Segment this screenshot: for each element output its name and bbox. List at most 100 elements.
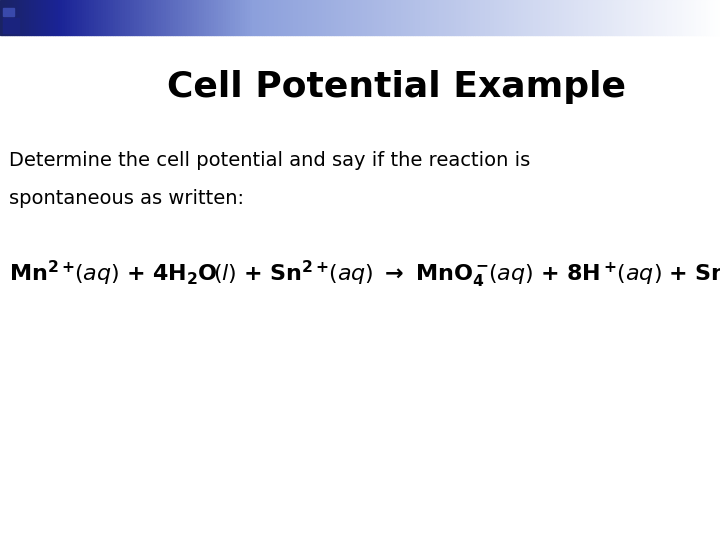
Bar [418, 0, 420, 35]
Bar [153, 0, 156, 35]
Bar [355, 0, 358, 35]
Bar [430, 0, 432, 35]
Bar [7, 0, 9, 35]
Bar [504, 0, 506, 35]
Bar [689, 0, 691, 35]
Bar [662, 0, 665, 35]
Bar [598, 0, 600, 35]
Bar [144, 0, 146, 35]
Bar [12, 0, 14, 35]
Bar [202, 0, 204, 35]
Bar [45, 0, 48, 35]
Bar [434, 0, 437, 35]
Bar [533, 0, 535, 35]
Bar [55, 0, 58, 35]
Bar [281, 0, 283, 35]
Bar [17, 0, 19, 35]
Bar [182, 0, 185, 35]
Bar [682, 0, 684, 35]
Bar [96, 0, 99, 35]
Bar [266, 0, 269, 35]
Bar [389, 0, 391, 35]
Bar [5, 0, 7, 35]
Bar [257, 0, 259, 35]
Bar [459, 0, 461, 35]
Bar [588, 0, 590, 35]
Bar [216, 0, 218, 35]
Bar [322, 0, 324, 35]
Bar [269, 0, 271, 35]
Bar [168, 0, 171, 35]
Bar [624, 0, 626, 35]
Bar [487, 0, 490, 35]
Bar [711, 0, 713, 35]
Bar [516, 0, 518, 35]
Bar [567, 0, 569, 35]
Bar [648, 0, 650, 35]
Bar [245, 0, 247, 35]
Bar [576, 0, 578, 35]
Bar [571, 0, 574, 35]
Bar [557, 0, 559, 35]
Bar [72, 0, 74, 35]
Bar [127, 0, 130, 35]
Bar [43, 0, 45, 35]
Bar [420, 0, 423, 35]
Bar [74, 0, 77, 35]
Bar [252, 0, 254, 35]
Bar [115, 0, 117, 35]
Bar [492, 0, 495, 35]
Bar [158, 0, 161, 35]
Bar [86, 0, 89, 35]
Bar [3, 18, 19, 33]
Bar [595, 0, 598, 35]
Text: spontaneous as written:: spontaneous as written: [9, 189, 243, 208]
Bar [297, 0, 300, 35]
Bar [336, 0, 338, 35]
Text: Determine the cell potential and say if the reaction is: Determine the cell potential and say if … [9, 151, 530, 170]
Bar [360, 0, 362, 35]
Bar [463, 0, 466, 35]
Bar [175, 0, 178, 35]
Bar [346, 0, 348, 35]
Bar [718, 0, 720, 35]
Bar [377, 0, 379, 35]
Bar [70, 0, 72, 35]
Bar [574, 0, 576, 35]
Bar [38, 0, 41, 35]
Bar [319, 0, 322, 35]
Bar [329, 0, 331, 35]
Bar [477, 0, 480, 35]
Bar [341, 0, 343, 35]
Bar [387, 0, 389, 35]
Bar [552, 0, 554, 35]
Bar [634, 0, 636, 35]
Bar [326, 0, 329, 35]
Bar [408, 0, 410, 35]
Bar [382, 0, 384, 35]
Bar [240, 0, 243, 35]
Bar [283, 0, 286, 35]
Bar [367, 0, 369, 35]
Bar [646, 0, 648, 35]
Bar [701, 0, 703, 35]
Bar [14, 0, 17, 35]
Bar [302, 0, 305, 35]
Bar [684, 0, 686, 35]
Bar [300, 0, 302, 35]
Bar [641, 0, 643, 35]
Bar [135, 0, 137, 35]
Bar [99, 0, 101, 35]
Bar [211, 0, 214, 35]
Bar [317, 0, 319, 35]
Bar [166, 0, 168, 35]
Bar [715, 0, 718, 35]
Bar [590, 0, 593, 35]
Bar [369, 0, 372, 35]
Bar [41, 0, 43, 35]
Bar [3, 8, 14, 16]
Bar [691, 0, 693, 35]
Bar [523, 0, 526, 35]
Bar [149, 0, 151, 35]
Bar [156, 0, 158, 35]
